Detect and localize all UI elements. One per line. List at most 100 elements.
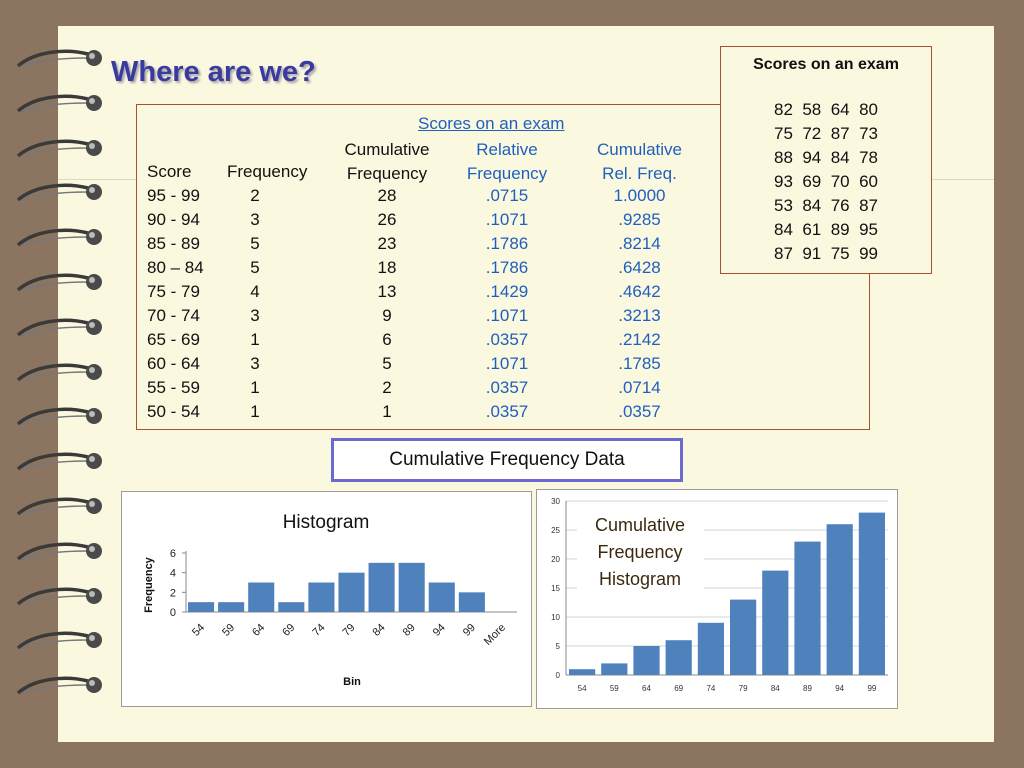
x-tick-label: 74 — [706, 684, 715, 693]
spiral-ring — [14, 46, 104, 72]
spiral-ring — [14, 494, 104, 520]
spiral-ring — [14, 584, 104, 610]
table-cell-rel: .1429 — [485, 282, 529, 301]
table-cell-freq: 1 — [250, 330, 260, 349]
scores-row: 75 72 87 73 — [774, 124, 878, 143]
table-cell-cumrel: .0714 — [618, 378, 661, 397]
header-cumulative-relative-frequency: Cumulative Rel. Freq. — [596, 140, 683, 183]
histogram-bar — [188, 602, 215, 612]
x-tick-label: 74 — [310, 622, 327, 639]
header-score: Score — [147, 162, 192, 181]
table-cell-cum: 6 — [382, 330, 392, 349]
table-cell-rel: .0715 — [485, 186, 529, 205]
scores-row: 93 69 70 60 — [774, 172, 878, 191]
cumulative-bar — [794, 541, 821, 675]
y-tick-label: 5 — [556, 642, 561, 651]
histogram-svg: Histogram 0 2 4 6 54 59 64 69 74 79 84 89 94 99 More Bin… — [143, 512, 517, 688]
scores-box: Scores on an exam 82 58 64 80 75 72 87 73… — [720, 46, 932, 274]
table-cell-score: 65 - 69 — [147, 330, 200, 349]
scores-row: 84 61 89 95 — [774, 220, 878, 239]
x-tick-label: 79 — [340, 622, 357, 639]
x-tick-label: 54 — [578, 684, 587, 693]
y-tick-label: 4 — [170, 568, 176, 580]
y-axis-label: Frequency — [143, 556, 155, 613]
table-cell-freq: 1 — [250, 402, 260, 421]
y-tick-label: 30 — [551, 497, 560, 506]
table-cell-score: 95 - 99 — [147, 186, 200, 205]
table-cell-freq: 4 — [250, 282, 260, 301]
cumulative-bar — [858, 512, 885, 675]
spiral-ring — [14, 270, 104, 296]
chart-annotation: Histogram — [599, 569, 681, 589]
table-cell-cumrel: .6428 — [618, 258, 661, 277]
table-cell-rel: .1786 — [485, 258, 529, 277]
spiral-ring — [14, 628, 104, 654]
chart-annotation: Frequency — [597, 542, 682, 562]
table-cell-cum: 5 — [382, 354, 392, 373]
table-cell-freq: 5 — [250, 234, 260, 253]
spiral-ring — [14, 136, 104, 162]
chart-title: Histogram — [283, 512, 370, 533]
spiral-ring — [14, 360, 104, 386]
spiral-ring — [14, 404, 104, 430]
header-cumulative-frequency: Cumulative Frequency — [344, 140, 430, 183]
histogram-bar — [338, 572, 365, 612]
scores-row: 88 94 84 78 — [774, 148, 878, 167]
x-tick-label: More — [482, 622, 508, 648]
cumulative-bar — [826, 524, 853, 675]
x-tick-label: 84 — [771, 684, 780, 693]
table-cell-cumrel: .1785 — [618, 354, 661, 373]
table-cell-freq: 3 — [250, 210, 260, 229]
header-frequency: Frequency — [227, 162, 308, 181]
spiral-ring — [14, 539, 104, 565]
annotation-background — [577, 508, 704, 596]
table-cell-freq: 3 — [250, 306, 260, 325]
cumulative-histogram-chart: 0 5 10 15 20 25 30 54 59 64 69 74 79 84 89 94 99 Cumulati… — [536, 489, 898, 709]
table-cell-cumrel: .8214 — [618, 234, 661, 253]
table-cell-cumrel: .2142 — [618, 330, 661, 349]
x-tick-label: 99 — [461, 622, 478, 639]
table-cell-rel: .1071 — [485, 306, 529, 325]
scores-row: 53 84 76 87 — [774, 196, 878, 215]
cumulative-frequency-data-label: Cumulative Frequency Data — [331, 438, 683, 482]
table-cell-rel: .0357 — [485, 402, 529, 421]
slide-title: Where are we? — [111, 56, 316, 88]
table-cell-cumrel: .4642 — [618, 282, 661, 301]
table-cell-cum: 1 — [382, 402, 392, 421]
y-tick-label: 2 — [170, 587, 176, 599]
x-tick-label: 94 — [835, 684, 844, 693]
table-cell-cumrel: .3213 — [618, 306, 661, 325]
x-tick-label: 54 — [190, 622, 207, 639]
table-cell-score: 75 - 79 — [147, 282, 200, 301]
table-cell-rel: .0357 — [485, 330, 529, 349]
x-tick-label: 79 — [739, 684, 748, 693]
table-cell-cumrel: .9285 — [618, 210, 661, 229]
table-cell-freq: 1 — [250, 378, 260, 397]
table-cell-cum: 13 — [377, 282, 397, 301]
y-tick-label: 0 — [556, 671, 561, 680]
table-cell-score: 80 – 84 — [147, 258, 204, 277]
x-tick-label: 99 — [867, 684, 876, 693]
table-cell-cum: 23 — [377, 234, 397, 253]
cumulative-bar — [762, 570, 789, 675]
table-cell-rel: .1786 — [485, 234, 529, 253]
cumulative-bar — [697, 622, 724, 675]
histogram-bar — [428, 582, 455, 612]
x-tick-label: 89 — [401, 622, 418, 639]
cumulative-bar — [633, 646, 660, 675]
histogram-bar — [218, 602, 245, 612]
x-tick-label: 59 — [610, 684, 619, 693]
x-tick-label: 84 — [371, 622, 388, 639]
table-cell-score: 90 - 94 — [147, 210, 200, 229]
scores-list: 82 58 64 80 75 72 87 73 88 94 84 78 93 69 7… — [721, 98, 931, 266]
table-cell-freq: 2 — [250, 186, 260, 205]
table-cell-cumrel: 1.0000 — [613, 186, 666, 205]
histogram-bar — [278, 602, 305, 612]
table-cell-cum: 18 — [377, 258, 397, 277]
histogram-bar — [248, 582, 275, 612]
table-cell-rel: .0357 — [485, 378, 529, 397]
x-tick-label: 89 — [803, 684, 812, 693]
spiral-ring — [14, 91, 104, 117]
table-cell-freq: 5 — [250, 258, 260, 277]
y-tick-label: 6 — [170, 548, 176, 560]
